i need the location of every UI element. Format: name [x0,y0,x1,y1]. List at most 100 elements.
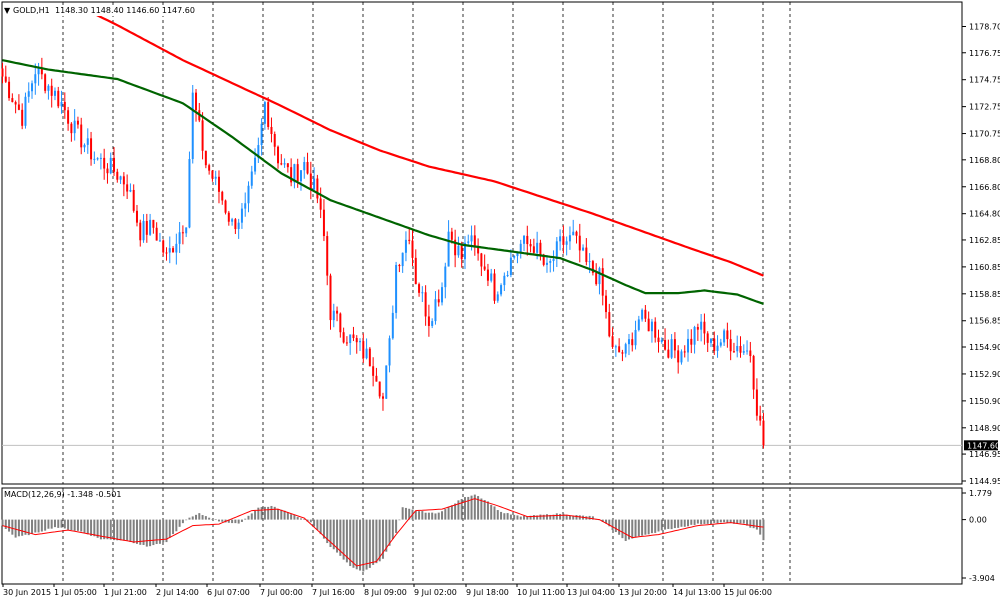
macd-bar [204,516,207,520]
chart-menu-icon[interactable]: ▼ [4,6,11,15]
candle [332,303,335,328]
candle [99,153,102,170]
macd-bar [732,519,735,524]
macd-bar [14,519,17,538]
macd-bar [486,501,489,520]
macd-bar [4,519,7,529]
candle [650,318,653,343]
macd-bar [424,512,427,520]
macd-bar [516,515,519,520]
candle [250,165,253,189]
candle [21,103,24,130]
macd-bar [608,519,611,527]
candle [188,151,191,229]
macd-bar [326,519,329,544]
y-tick-label: 1178.70 [969,23,1000,32]
candle [391,305,394,340]
candle [421,286,424,303]
candle [313,167,316,193]
macd-bar [352,519,355,568]
candle [34,63,37,95]
x-tick-label: 13 Jul 20:00 [619,588,667,597]
macd-bar [746,519,749,526]
macd-bar [299,518,302,520]
candle [227,210,230,226]
macd-bar [614,519,617,533]
macd-bar [231,519,234,524]
macd-bar [60,519,63,528]
macd-bar [434,513,437,520]
candle [673,332,676,359]
macd-bar [450,505,453,520]
candle [277,145,280,169]
macd-bar [395,519,398,533]
macd-bar [329,519,332,548]
candle [168,236,171,264]
macd-bar [631,519,634,539]
candle [657,329,660,353]
candle [181,225,184,245]
macd-bar [742,519,745,524]
candle [483,254,486,271]
candle [126,174,129,199]
macd-bar [113,519,116,541]
candle [647,311,650,332]
candle [93,151,96,164]
macd-bar [444,509,447,520]
candle [644,305,647,322]
macd-bar [47,519,50,529]
macd-bar [57,519,60,528]
macd-bar [336,519,339,553]
macd-bar [496,510,499,520]
candle [460,241,463,268]
macd-bar [109,519,112,540]
candle [27,82,30,103]
macd-bar [431,512,434,520]
y-tick-label: 1172.75 [969,103,1000,112]
macd-bar [372,519,375,565]
macd-bar [762,519,765,541]
macd-bar [116,519,119,541]
macd-bar [578,515,581,520]
macd-bar [572,515,575,520]
candle [414,249,417,285]
candle [145,213,148,243]
candle [431,318,434,329]
candle [359,338,362,351]
macd-bar [263,506,266,520]
macd-bar [198,513,201,520]
macd-bar [309,519,312,523]
candle [473,225,476,256]
macd-bar [257,507,260,520]
y-tick-label: 1154.90 [969,343,1000,352]
candle [631,332,634,352]
macd-bar [552,514,555,520]
macd-bar [195,514,198,520]
macd-bar [650,519,653,534]
macd-bar [126,519,129,541]
macd-bar [673,519,676,529]
candle [523,234,526,252]
macd-bar [319,519,322,535]
macd-bar [280,509,283,520]
macd-bar [234,519,237,524]
macd-bar [17,519,20,537]
candle [53,87,56,101]
macd-bar [490,504,493,520]
y-tick-label: 1174.75 [969,76,1000,85]
macd-bar [332,519,335,550]
macd-bar [526,516,529,520]
ohlc-label: 1148.30 1148.40 1146.60 1147.60 [55,6,195,15]
macd-bar [726,519,729,523]
y-tick-label: 1152.90 [969,370,1000,379]
macd-bar [172,519,175,535]
macd-bar [93,519,96,537]
x-tick-label: 13 Jul 04:00 [567,588,615,597]
x-tick-label: 1 Jul 21:00 [104,588,147,597]
candle [129,183,132,193]
macd-bar [404,507,407,520]
candle [175,233,178,265]
candle [677,345,680,374]
